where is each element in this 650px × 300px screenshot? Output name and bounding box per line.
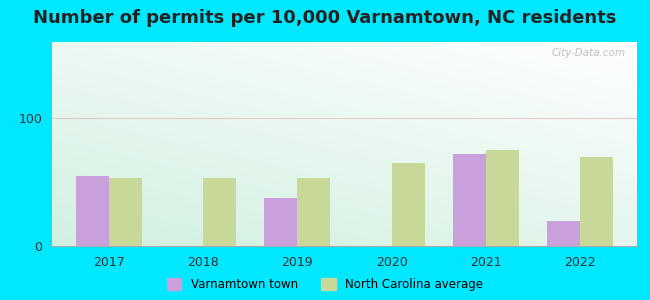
Bar [203,178,236,246]
Legend: Varnamtown town, North Carolina average: Varnamtown town, North Carolina average [167,278,483,291]
Bar [392,163,424,246]
Bar [453,154,486,246]
Text: City-Data.com: City-Data.com [551,48,625,58]
Bar [75,176,109,246]
Bar [109,178,142,246]
Bar [297,178,330,246]
Bar [486,150,519,246]
Bar [580,157,614,246]
Bar [265,197,297,246]
Text: Number of permits per 10,000 Varnamtown, NC residents: Number of permits per 10,000 Varnamtown,… [33,9,617,27]
Bar [547,220,580,246]
